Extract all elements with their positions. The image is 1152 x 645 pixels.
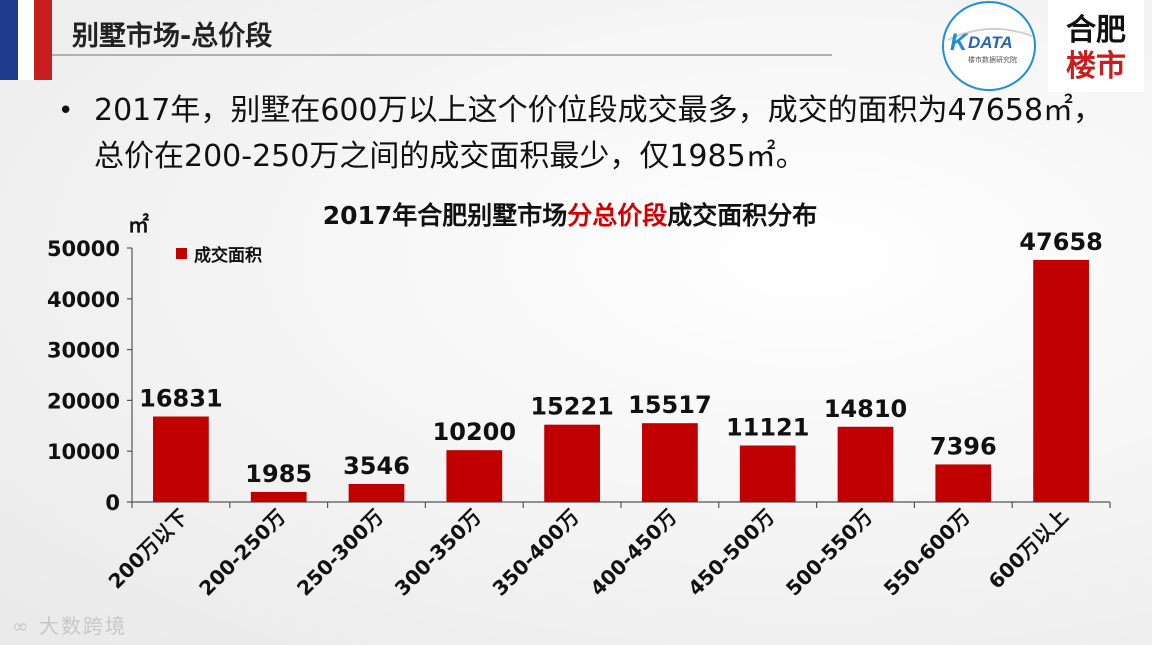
x-tick-label: 200-250万	[194, 505, 290, 601]
bullet-dot: •	[58, 96, 74, 126]
bar	[837, 426, 894, 502]
watermark-text: 大数跨境	[39, 614, 128, 638]
bar-value-label: 3546	[343, 452, 410, 480]
x-tick-labels: 200万以下 200-250万 250-300万 300-350万 350-400万 40…	[104, 505, 1073, 601]
chart-title-highlight: 分总价段	[567, 201, 668, 230]
kdata-logo: K DATA 楼市数据研究院	[940, 0, 1038, 92]
summary-text: 2017年，别墅在600万以上这个价位段成交最多，成交的面积为47658㎡，总价…	[94, 93, 1104, 174]
legend: 成交面积	[176, 245, 262, 266]
chart-title-part2: 成交面积分布	[667, 201, 818, 230]
flag-blue-stripe	[0, 0, 18, 80]
bar	[642, 423, 698, 502]
y-tick-label: 0	[105, 491, 120, 515]
tricolor-flag-decoration	[0, 0, 52, 80]
bar-value-label: 7396	[930, 432, 997, 460]
watermark: ∞ 大数跨境	[12, 610, 127, 639]
title-divider	[52, 54, 832, 56]
loushi-logo-line1: 合肥	[1066, 13, 1126, 48]
bar-value-label: 10200	[433, 418, 517, 446]
flag-red-stripe	[34, 0, 52, 80]
bar	[935, 464, 992, 502]
bar	[1033, 259, 1089, 502]
legend-label: 成交面积	[194, 245, 262, 266]
x-tick-label: 350-400万	[488, 505, 584, 601]
y-tick-label: 10000	[47, 440, 120, 464]
kdata-logo-subtext: 楼市数据研究院	[968, 55, 1017, 64]
bar-value-label: 15517	[628, 391, 712, 419]
y-tick-labels: 0 10000 20000 30000 40000 50000	[47, 237, 120, 515]
bar-value-label: 15221	[530, 393, 614, 421]
bar	[544, 424, 600, 502]
x-tick-label: 200万以下	[104, 505, 193, 594]
bar-value-label: 16831	[139, 384, 223, 412]
watermark-icon: ∞	[12, 614, 31, 638]
x-tick-label: 300-350万	[390, 505, 486, 601]
x-tick-label: 600万以上	[984, 505, 1073, 594]
svg-text:K: K	[950, 29, 969, 56]
y-tick-label: 30000	[47, 339, 120, 363]
bar-value-label: 11121	[726, 414, 810, 442]
x-tick-label: 550-600万	[879, 505, 975, 601]
y-tick-label: 50000	[47, 237, 120, 261]
bar-value-label: 47658	[1019, 228, 1103, 256]
legend-swatch	[176, 248, 187, 259]
bar-value-label: 14810	[824, 395, 908, 423]
loushi-logo-line2: 楼市	[1066, 49, 1126, 84]
bar	[250, 491, 307, 502]
bars	[153, 259, 1089, 502]
bar	[348, 483, 405, 502]
bar	[739, 445, 796, 502]
bar	[153, 416, 209, 502]
chart-title: 2017年合肥别墅市场分总价段成交面积分布	[0, 196, 1140, 232]
y-tick-label: 20000	[47, 389, 120, 413]
hefei-loushi-logo: 合肥 楼市	[1048, 0, 1144, 92]
x-tick-label: 500-550万	[781, 505, 877, 601]
y-axis-unit-label: ㎡	[128, 213, 149, 237]
data-labels: 16831 1985 3546 10200 15221 15517 11121 14810 73…	[139, 228, 1103, 488]
page-title: 别墅市场-总价段	[72, 21, 273, 52]
y-tick-label: 40000	[47, 288, 120, 312]
chart-title-part1: 2017年合肥别墅市场	[322, 201, 568, 230]
x-tick-label: 400-450万	[585, 505, 681, 601]
flag-white-stripe	[18, 0, 34, 80]
x-tick-label: 250-300万	[292, 505, 388, 601]
bar-value-label: 1985	[245, 460, 312, 488]
x-tick-label: 450-500万	[683, 505, 779, 601]
kdata-logo-text: DATA	[968, 33, 1013, 52]
bar	[446, 450, 503, 502]
